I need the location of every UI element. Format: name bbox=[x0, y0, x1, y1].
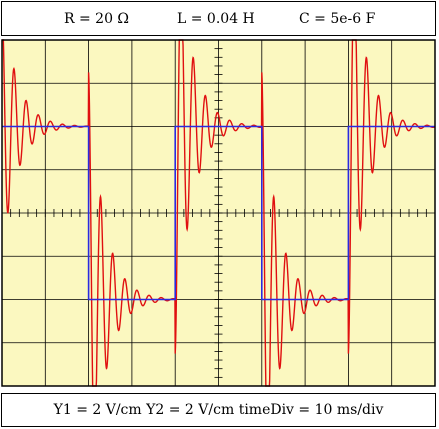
screen-border bbox=[1, 39, 436, 387]
oscilloscope-screen bbox=[1, 39, 436, 387]
parameter-bar: R = 20 Ω L = 0.04 H C = 5e-6 F bbox=[1, 1, 436, 36]
traces bbox=[2, 39, 436, 387]
graticule-ticks bbox=[1, 39, 436, 387]
y2-scale-label: Y2 = 2 V/cm bbox=[146, 402, 235, 418]
inductance-label: L = 0.04 H bbox=[177, 11, 255, 27]
input-square-wave-trace bbox=[2, 125, 435, 301]
resistance-label: R = 20 Ω bbox=[64, 11, 130, 27]
response-trace bbox=[2, 39, 436, 387]
time-div-label: timeDiv = 10 ms/div bbox=[238, 402, 384, 418]
capacitance-label: C = 5e-6 F bbox=[299, 11, 376, 27]
y1-scale-label: Y1 = 2 V/cm bbox=[53, 402, 142, 418]
settings-bar: Y1 = 2 V/cm Y2 = 2 V/cm timeDiv = 10 ms/… bbox=[1, 393, 436, 427]
settings-text: Y1 = 2 V/cm Y2 = 2 V/cm timeDiv = 10 ms/… bbox=[54, 402, 384, 418]
